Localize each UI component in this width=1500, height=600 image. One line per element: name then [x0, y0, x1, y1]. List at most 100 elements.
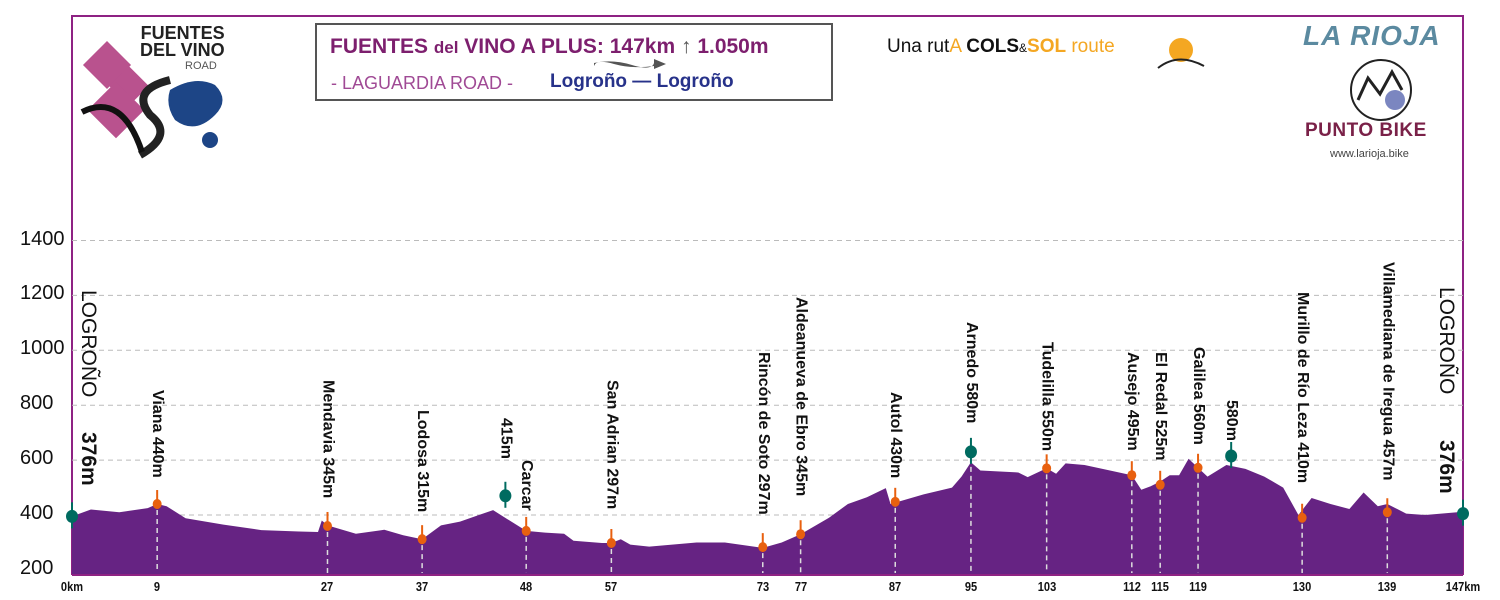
logo-wheel [80, 104, 145, 153]
waypoint-label: Aldeanueva de Ebro 345m [792, 297, 810, 497]
waypoint-marker [1155, 479, 1165, 490]
waypoint-label: Carcar [518, 460, 536, 511]
waypoint-label: 415m [497, 418, 515, 459]
waypoint-marker [1297, 512, 1307, 523]
waypoint-label: Viana 440m [149, 390, 167, 478]
waypoint-marker [521, 525, 531, 536]
waypoint-marker [152, 499, 162, 510]
x-tick-label: 147km [1445, 579, 1481, 594]
waypoint-label: Villamediana de Iregua 457m [1379, 262, 1397, 481]
climb-arrow-icon: ↑ [680, 35, 692, 58]
summit-marker [1457, 507, 1469, 521]
cols-amp: & [1019, 41, 1028, 55]
waypoint-label: El Redal 525m [1152, 352, 1170, 461]
waypoint-marker [1382, 507, 1392, 518]
cyclist-icon [1157, 58, 1205, 69]
title-rest: VINO A PLUS: [464, 35, 604, 58]
y-tick-label: 1000 [20, 337, 65, 360]
y-tick-label: 1400 [20, 227, 65, 250]
x-tick-label: 112 [1122, 579, 1141, 594]
brand-name: PUNTO BIKE [1305, 120, 1427, 141]
climb-value: 1.050m [697, 35, 769, 58]
logo-road [137, 76, 172, 159]
waypoint-label: Mendavia 345m [319, 380, 337, 499]
summit-marker [66, 509, 78, 523]
endpoint-name-label: LOGROÑO [77, 290, 100, 398]
cols-a: A [949, 36, 961, 57]
summit-marker [499, 489, 512, 503]
x-tick-label: 0km [60, 579, 84, 594]
waypoint-label: Murillo de Río Leza 410m [1294, 292, 1312, 484]
x-tick-label: 119 [1189, 579, 1207, 594]
mountain-icon [1356, 68, 1404, 101]
x-tick-label: 130 [1292, 579, 1312, 594]
x-tick-label: 48 [520, 579, 533, 594]
distance-value: 147km [609, 35, 676, 58]
y-tick-label: 800 [20, 392, 54, 415]
cols-prefix: Una rut [887, 36, 950, 57]
cols-sol: SOL [1027, 36, 1067, 57]
waypoint-label: Lodosa 315m [414, 410, 432, 513]
waypoint-label: Ausejo 495m [1123, 352, 1141, 451]
cols-cols: COLS [966, 36, 1019, 57]
fuentes-del-vino-logo: FUENTES DEL VINO [140, 23, 225, 60]
x-tick-label: 57 [605, 579, 618, 594]
waypoint-marker [606, 537, 616, 548]
y-tick-label: 600 [20, 447, 54, 470]
waypoint-label: Rincón de Soto 297m [754, 352, 772, 515]
waypoint-label: San Adrian 297m [603, 380, 621, 510]
x-tick-label: 37 [415, 579, 429, 594]
route-arrow-icon [594, 59, 666, 69]
logo-line2: DEL VINO [140, 40, 225, 60]
x-tick-label: 103 [1037, 579, 1056, 594]
endpoint-altitude-label: 376m [77, 432, 100, 486]
waypoint-label: Galilea 560m [1190, 347, 1208, 445]
x-tick-label: 73 [756, 579, 769, 594]
y-tick-label: 400 [20, 502, 54, 524]
endpoint-altitude-label: 376m [1435, 440, 1458, 494]
cols-sol-logo: Una rutA COLS&SOL route [887, 36, 1115, 58]
x-tick-label: 87 [889, 579, 902, 594]
x-tick-label: 139 [1378, 579, 1397, 594]
waypoint-marker [758, 542, 768, 553]
waypoint-marker [1042, 463, 1052, 474]
title-del: del [433, 38, 459, 57]
route-endpoints: Logroño — Logroño [550, 71, 734, 92]
waypoint-marker [1127, 470, 1137, 481]
title-box: FUENTES del VINO A PLUS: 147km ↑ 1.050m … [315, 23, 833, 101]
summit-marker [964, 445, 977, 459]
logo-line3: ROAD [185, 60, 217, 72]
cyclist-sun-icon [1169, 38, 1193, 62]
summit-marker [1225, 449, 1238, 463]
waypoint-marker [796, 529, 806, 540]
waypoint-marker [322, 520, 332, 531]
logo-dot [202, 132, 218, 148]
waypoint-label: 580m [1223, 400, 1241, 441]
waypoint-marker [417, 534, 427, 545]
endpoint-name-label: LOGROÑO [1435, 287, 1458, 395]
x-tick-label: 95 [964, 579, 978, 594]
x-tick-label: 77 [794, 579, 807, 594]
waypoint-label: Arnedo 580m [962, 322, 980, 424]
emblem-blob [1385, 90, 1405, 110]
x-tick-label: 27 [321, 579, 334, 594]
y-tick-label: 200 [20, 556, 54, 579]
waypoint-label: Autol 430m [887, 392, 905, 479]
cols-route: route [1071, 36, 1115, 57]
y-tick-label: 1200 [20, 282, 65, 305]
waypoint-marker [1193, 462, 1203, 473]
route-subtitle: - LAGUARDIA ROAD - [331, 73, 514, 93]
logo-blob [168, 81, 223, 127]
waypoint-marker [890, 496, 900, 507]
waypoint-label: Tudelilla 550m [1038, 342, 1056, 452]
route-title: FUENTES del VINO A PLUS: 147km ↑ 1.050m [330, 35, 769, 59]
brand-region: LA RIOJA [1303, 20, 1441, 51]
x-tick-label: 115 [1151, 579, 1170, 594]
title-main: FUENTES [330, 35, 429, 58]
x-tick-label: 9 [154, 579, 161, 594]
logo-line1: FUENTES [140, 23, 225, 43]
elevation-area [72, 458, 1463, 575]
brand-website: www.larioja.bike [1330, 148, 1409, 160]
